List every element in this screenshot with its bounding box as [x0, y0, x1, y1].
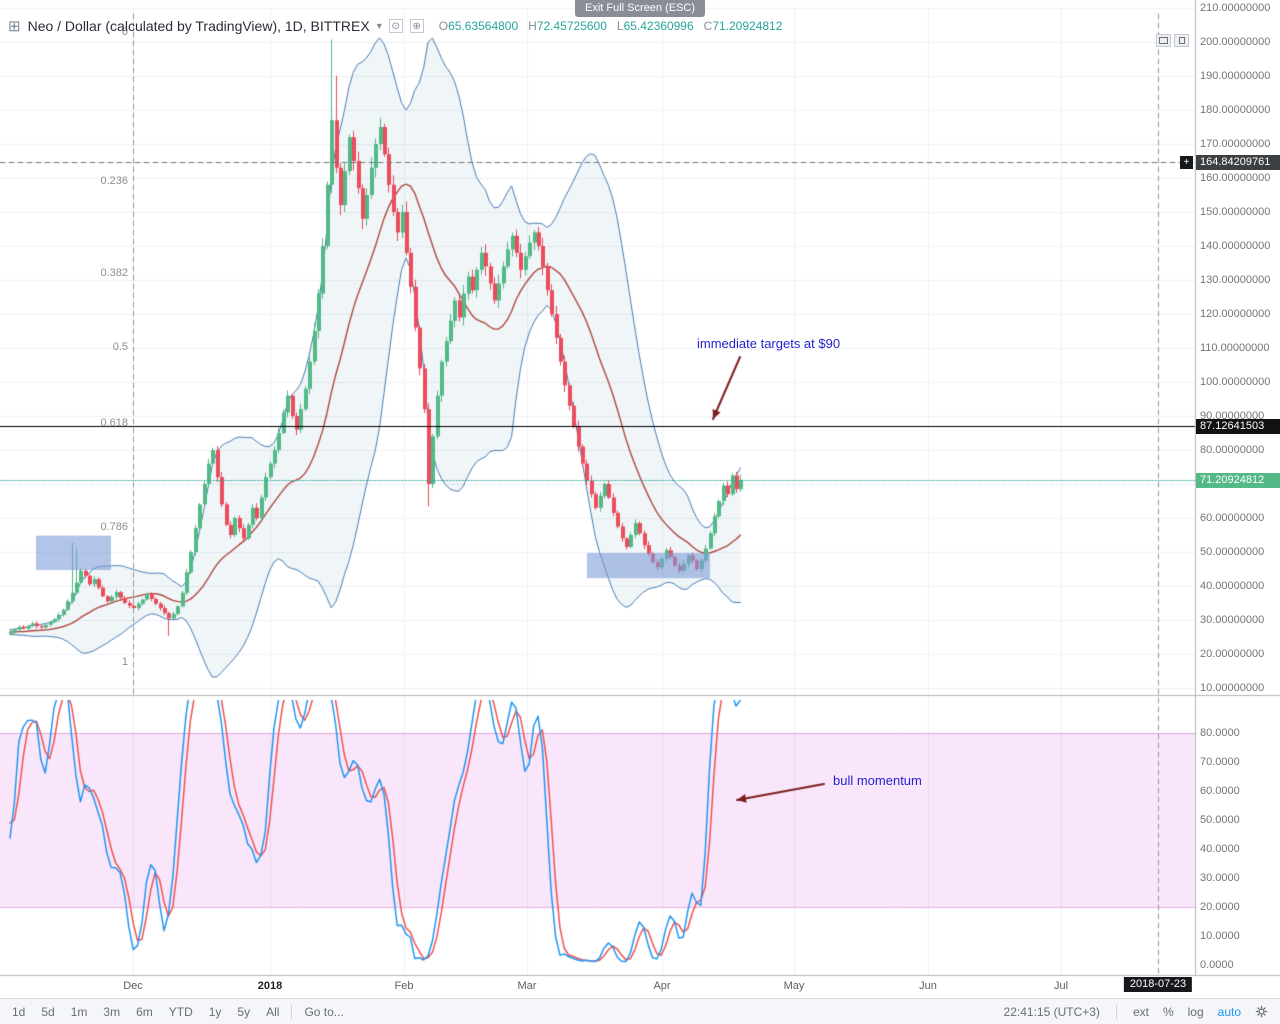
- month-label-2018: 2018: [257, 980, 283, 992]
- log-scale-toggle[interactable]: log: [1187, 1004, 1204, 1019]
- clock[interactable]: 22:41:15 (UTC+3): [1003, 1004, 1100, 1019]
- annotation-text-2[interactable]: bull momentum: [833, 773, 922, 788]
- stoch-tick: 40.0000: [1200, 843, 1240, 855]
- pane-settings-icon[interactable]: [1174, 34, 1189, 47]
- grid-icon[interactable]: ⊞: [8, 18, 21, 35]
- ohlc-l: L65.42360996: [616, 19, 694, 33]
- stoch-tick: 80.0000: [1200, 727, 1240, 739]
- toolbar-divider: [291, 1004, 293, 1019]
- stoch-tick: 60.0000: [1200, 785, 1240, 797]
- symbol-title[interactable]: Neo / Dollar (calculated by TradingView)…: [27, 18, 370, 34]
- price-tick: 40.00000000: [1200, 580, 1265, 592]
- price-tick: 130.00000000: [1200, 274, 1271, 286]
- range-button-1m[interactable]: 1m: [70, 1004, 88, 1019]
- ohlc-o: O65.63564800: [438, 19, 519, 33]
- range-button-1y[interactable]: 1y: [208, 1004, 222, 1019]
- month-label-Dec: Dec: [123, 980, 143, 992]
- price-tick: 200.00000000: [1200, 36, 1271, 48]
- stoch-tick: 10.0000: [1200, 930, 1240, 942]
- price-tick: 60.00000000: [1200, 512, 1265, 524]
- gear-icon[interactable]: [1255, 1005, 1268, 1018]
- price-label-71.20924812: 71.20924812: [1196, 472, 1280, 488]
- chevron-down-icon[interactable]: ▾: [376, 20, 382, 32]
- pane-maximize-icon[interactable]: [1156, 34, 1171, 47]
- price-tick: 110.00000000: [1200, 342, 1270, 354]
- month-label-May: May: [783, 980, 805, 992]
- stoch-tick: 70.0000: [1200, 756, 1240, 768]
- ohlc-h: H72.45725600: [528, 19, 607, 33]
- fib-level-label-0.382: 0.382: [100, 266, 128, 279]
- legend-target-icon[interactable]: ⊕: [409, 19, 424, 33]
- price-tick: 10.00000000: [1200, 682, 1265, 694]
- price-tick: 20.00000000: [1200, 648, 1265, 660]
- range-button-all[interactable]: All: [266, 1004, 280, 1019]
- price-tick: 150.00000000: [1200, 206, 1271, 218]
- range-buttons: 1d 5d 1m 3m 6m YTD 1y 5y All: [12, 1005, 279, 1019]
- fib-level-label-1: 1: [121, 655, 128, 668]
- fib-level-label-0.236: 0.236: [100, 174, 128, 187]
- add-alert-plus-icon[interactable]: +: [1180, 155, 1193, 169]
- range-button-3m[interactable]: 3m: [103, 1004, 121, 1019]
- month-label-Feb: Feb: [394, 980, 414, 992]
- ohlc-c: C71.20924812: [703, 19, 783, 33]
- annotation-text-1[interactable]: immediate targets at $90: [697, 336, 841, 351]
- price-tick: 140.00000000: [1200, 240, 1271, 252]
- range-button-5y[interactable]: 5y: [237, 1004, 251, 1019]
- chart-legend: ⊞ Neo / Dollar (calculated by TradingVie…: [8, 17, 782, 35]
- price-tick: 100.00000000: [1200, 376, 1271, 388]
- price-tick: 180.00000000: [1200, 104, 1271, 116]
- ext-toggle[interactable]: ext: [1132, 1004, 1149, 1019]
- fib-level-label-0.618: 0.618: [100, 417, 128, 430]
- fib-level-label-0: 0: [121, 26, 128, 39]
- price-tick: 210.00000000: [1200, 2, 1271, 14]
- toolbar-right: 22:41:15 (UTC+3) ext % log auto: [1003, 1004, 1268, 1019]
- month-label-Apr: Apr: [653, 980, 671, 992]
- exit-fullscreen-tooltip: Exit Full Screen (ESC): [574, 0, 706, 17]
- stoch-tick: 20.0000: [1200, 901, 1240, 913]
- fib-level-label-0.5: 0.5: [112, 341, 128, 353]
- price-tick: 30.00000000: [1200, 614, 1265, 626]
- stoch-tick: 0.0000: [1200, 959, 1234, 971]
- legend-circle-icon[interactable]: ⊙: [388, 19, 403, 33]
- stoch-tick: 30.0000: [1200, 872, 1240, 884]
- goto-button[interactable]: Go to...: [304, 1004, 344, 1019]
- toolbar-divider: [1115, 1004, 1117, 1019]
- month-label-Mar: Mar: [517, 980, 537, 992]
- price-tick: 160.00000000: [1200, 172, 1271, 184]
- stoch-tick: 50.0000: [1200, 814, 1240, 826]
- range-button-1d[interactable]: 1d: [12, 1004, 26, 1019]
- price-tick: 120.00000000: [1200, 308, 1271, 320]
- range-button-5d[interactable]: 5d: [41, 1004, 55, 1019]
- range-button-6m[interactable]: 6m: [136, 1004, 153, 1019]
- price-label-164.84209761: 164.84209761: [1196, 154, 1280, 170]
- price-tick: 190.00000000: [1200, 70, 1271, 82]
- percent-scale-toggle[interactable]: %: [1162, 1004, 1174, 1019]
- month-label-Jul: Jul: [1053, 980, 1069, 992]
- bottom-toolbar: 1d 5d 1m 3m 6m YTD 1y 5y All Go to... 22:41:15 (…: [0, 998, 1280, 1024]
- auto-scale-toggle[interactable]: auto: [1217, 1004, 1241, 1019]
- date-label: 2018-07-23: [1123, 977, 1193, 992]
- price-label-87.12641503: 87.12641503: [1196, 418, 1280, 434]
- pane-buttons: [1156, 34, 1189, 47]
- price-tick: 50.00000000: [1200, 546, 1265, 558]
- price-tick: 80.00000000: [1200, 444, 1265, 456]
- ohlc-values: O65.63564800 H72.45725600 L65.42360996 C71.…: [439, 19, 783, 33]
- fib-level-label-0.786: 0.786: [100, 521, 128, 534]
- range-button-ytd[interactable]: YTD: [168, 1004, 193, 1019]
- chart-canvas[interactable]: [0, 0, 1280, 998]
- month-label-Jun: Jun: [919, 980, 937, 992]
- price-tick: 170.00000000: [1200, 138, 1271, 150]
